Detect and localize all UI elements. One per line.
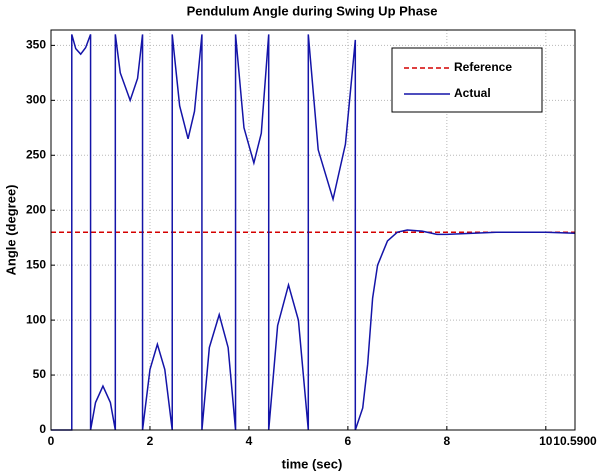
y-tick-label: 250 — [26, 147, 46, 161]
legend-label: Actual — [454, 86, 491, 100]
x-tick-label: 4 — [246, 434, 253, 448]
x-tick-label: 6 — [345, 434, 352, 448]
legend-box — [391, 47, 543, 113]
y-tick-label: 50 — [33, 367, 47, 381]
y-tick-label: 300 — [26, 93, 46, 107]
y-tick-label: 200 — [26, 202, 46, 216]
x-tick-label: 2 — [147, 434, 154, 448]
y-tick-label: 150 — [26, 257, 46, 271]
data-line — [51, 34, 576, 431]
y-tick-label: 0 — [39, 422, 46, 436]
x-tick-label: 10 — [539, 434, 553, 448]
plot-frame — [50, 29, 576, 431]
y-tick-label: 100 — [26, 312, 46, 326]
x-axis-label: time (sec) — [282, 456, 343, 471]
chart-title: Pendulum Angle during Swing Up Phase — [187, 3, 438, 18]
x-tick-label: 0 — [48, 434, 55, 448]
x-tick-label: 8 — [444, 434, 451, 448]
y-tick-label: 350 — [26, 38, 46, 52]
legend-label: Reference — [454, 60, 512, 74]
x-tick-label: 10.5900 — [553, 434, 597, 448]
y-axis-label: Angle (degree) — [3, 184, 18, 275]
